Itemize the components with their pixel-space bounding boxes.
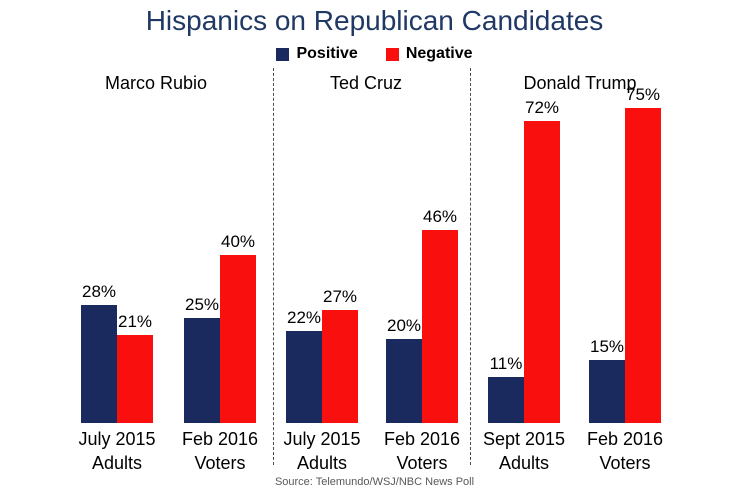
group-label: Feb 2016 Voters (586, 429, 664, 473)
value-label: 46% (422, 207, 458, 226)
positive-swatch-icon (276, 47, 290, 61)
negative-swatch-icon (385, 47, 399, 61)
group-label: Feb 2016 Voters (181, 429, 259, 473)
value-label: 75% (625, 85, 661, 104)
value-label: 11% (489, 354, 523, 373)
legend: Positive Negative (0, 45, 749, 63)
value-label: 40% (220, 232, 256, 251)
legend-label-positive: Positive (296, 45, 358, 62)
value-label: 28% (81, 282, 117, 301)
bar-positive (386, 339, 422, 423)
group-label: Sept 2015 Adults (482, 429, 566, 473)
value-label: 25% (184, 295, 220, 314)
group-label: July 2015 Adults (283, 429, 361, 473)
bar-negative (422, 230, 458, 423)
group-label: July 2015 Adults (78, 429, 156, 473)
bar-negative (322, 310, 358, 423)
bar-negative (220, 255, 256, 423)
value-label: 72% (524, 98, 560, 117)
legend-item-negative: Negative (385, 45, 473, 63)
page-title: Hispanics on Republican Candidates (145, 5, 604, 36)
source-note: Source: Telemundo/WSJ/NBC News Poll (274, 476, 475, 488)
panel-divider-right (470, 68, 471, 465)
group-label: Feb 2016 Voters (383, 429, 461, 473)
bar-negative (524, 121, 560, 423)
value-label: 15% (589, 337, 625, 356)
value-label: 20% (386, 316, 422, 335)
bar-positive (81, 305, 117, 423)
panel-divider-left (273, 68, 274, 465)
value-label: 27% (322, 287, 358, 306)
bar-negative (625, 108, 661, 423)
value-label: 22% (286, 308, 322, 327)
panel-header: Ted Cruz (329, 73, 403, 93)
bar-negative (117, 335, 153, 423)
bar-positive (184, 318, 220, 423)
panel-header: Marco Rubio (104, 73, 208, 93)
value-label: 21% (117, 312, 153, 331)
panel-header: Donald Trump (523, 73, 637, 93)
bar-positive (488, 377, 524, 423)
legend-item-positive: Positive (276, 45, 358, 63)
bar-positive (286, 331, 322, 423)
legend-label-negative: Negative (405, 45, 473, 62)
bar-positive (589, 360, 625, 423)
